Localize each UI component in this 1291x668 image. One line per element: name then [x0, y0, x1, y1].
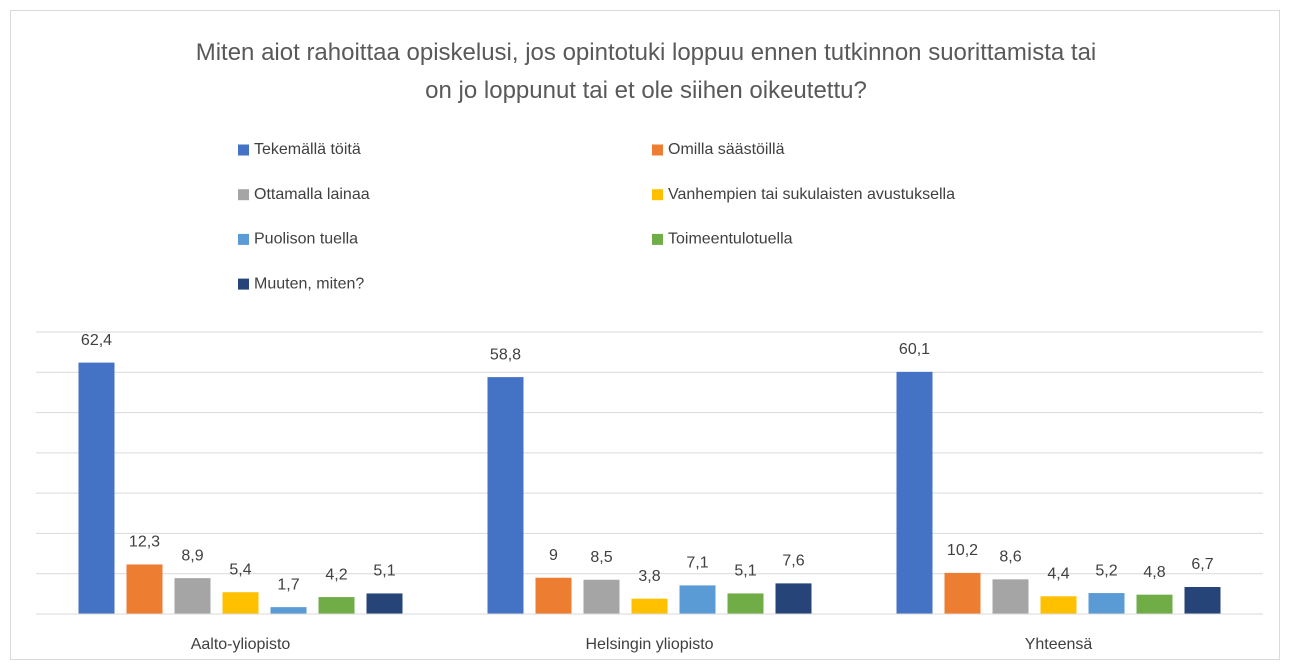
bar	[222, 592, 259, 614]
legend-swatch	[652, 233, 663, 245]
data-label: 10,2	[947, 542, 978, 559]
data-label: 8,9	[181, 547, 203, 564]
bar	[487, 377, 524, 614]
data-label: 5,4	[229, 561, 251, 578]
x-tick-label: Helsingin yliopisto	[585, 636, 713, 653]
bar	[174, 578, 211, 614]
data-label: 8,5	[590, 549, 612, 566]
legend-swatch	[238, 144, 249, 156]
data-label: 4,2	[325, 566, 347, 583]
data-label: 5,1	[373, 563, 395, 580]
bar	[1088, 593, 1125, 614]
data-label: 4,8	[1143, 564, 1165, 581]
bar	[679, 585, 716, 614]
data-label: 62,4	[81, 332, 112, 349]
data-label: 5,1	[734, 563, 756, 580]
legend-swatch	[238, 278, 249, 290]
legend-label: Tekemällä töitä	[254, 141, 361, 158]
bar	[1136, 594, 1173, 614]
bar	[1184, 587, 1221, 614]
data-label: 8,6	[999, 549, 1021, 566]
legend-label: Puolison tuella	[254, 231, 358, 248]
data-label: 9	[549, 547, 558, 564]
data-label: 1,7	[277, 576, 299, 593]
bar	[126, 564, 163, 614]
data-label: 7,1	[686, 555, 708, 572]
legend-swatch	[652, 189, 663, 201]
legend-swatch	[238, 233, 249, 245]
legend-swatch	[652, 144, 663, 156]
bar	[727, 593, 764, 614]
legend-label: Toimeentulotuella	[668, 231, 793, 248]
bar	[366, 593, 403, 614]
bar	[78, 362, 115, 614]
x-tick-label: Aalto-yliopisto	[191, 636, 291, 653]
bar	[992, 579, 1029, 614]
data-label: 4,4	[1047, 565, 1069, 582]
legend-label: Omilla säästöillä	[668, 141, 785, 158]
bar	[583, 579, 620, 614]
data-label: 3,8	[638, 568, 660, 585]
chart-title: Miten aiot rahoittaa opiskelusi, jos opi…	[195, 39, 1097, 104]
bar	[775, 583, 812, 614]
data-label: 7,6	[782, 553, 804, 570]
data-label: 12,3	[129, 534, 160, 551]
bar	[318, 597, 355, 614]
legend-swatch	[238, 189, 249, 201]
chart-frame	[10, 10, 1280, 660]
bar	[631, 598, 668, 614]
data-label: 60,1	[899, 341, 930, 358]
x-tick-label: Yhteensä	[1025, 636, 1093, 653]
bar	[896, 371, 933, 614]
legend-label: Ottamalla lainaa	[254, 186, 370, 203]
legend-label: Vanhempien tai sukulaisten avustuksella	[668, 186, 955, 203]
data-label: 6,7	[1191, 556, 1213, 573]
legend-label: Muuten, miten?	[254, 275, 364, 292]
bar	[270, 607, 307, 614]
bar	[944, 572, 981, 614]
bar	[535, 577, 572, 614]
data-label: 58,8	[490, 346, 521, 363]
data-label: 5,2	[1095, 562, 1117, 579]
bar	[1040, 596, 1077, 614]
